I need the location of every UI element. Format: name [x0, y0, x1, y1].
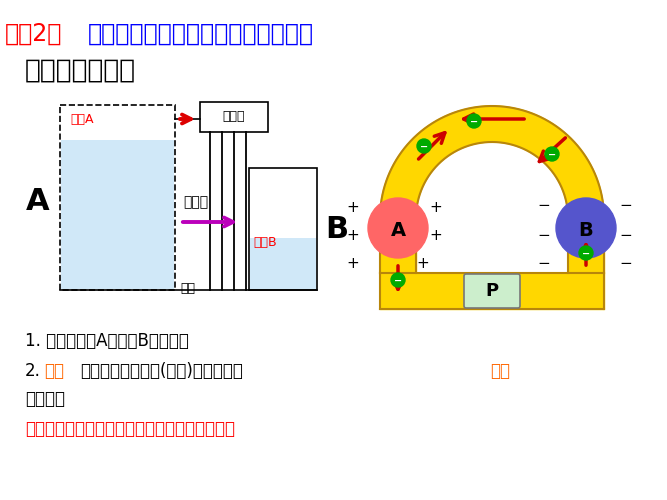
Text: 导体两端的电势差(电压)，使电路有: 导体两端的电势差(电压)，使电路有: [80, 362, 243, 380]
Text: 抽水机: 抽水机: [223, 110, 245, 124]
Text: +: +: [347, 256, 360, 272]
Circle shape: [556, 198, 616, 258]
Text: −: −: [538, 198, 550, 214]
Bar: [250, 238, 316, 289]
Text: 问题2：: 问题2：: [5, 22, 63, 46]
Bar: [60, 105, 175, 290]
Circle shape: [467, 114, 481, 128]
Circle shape: [545, 147, 559, 161]
Bar: [61, 140, 174, 289]
Text: 连通器: 连通器: [183, 195, 208, 209]
Bar: [200, 102, 268, 132]
Text: −: −: [420, 142, 428, 152]
Text: +: +: [430, 228, 442, 244]
Text: 2.: 2.: [25, 362, 41, 380]
Text: −: −: [582, 249, 590, 259]
Text: +: +: [430, 200, 442, 216]
Text: B: B: [325, 214, 349, 244]
FancyBboxPatch shape: [464, 274, 520, 308]
Text: −: −: [620, 256, 632, 270]
Circle shape: [391, 273, 405, 287]
Text: 水势A: 水势A: [70, 113, 93, 126]
Text: −: −: [548, 150, 556, 160]
Text: P: P: [486, 282, 498, 300]
Text: −: −: [394, 276, 402, 286]
Text: 保持: 保持: [44, 362, 64, 380]
Text: A: A: [390, 220, 406, 240]
Text: −: −: [620, 198, 632, 214]
Text: 水流: 水流: [180, 282, 195, 295]
Text: 水势B: 水势B: [253, 236, 277, 249]
Text: +: +: [347, 200, 360, 216]
Circle shape: [417, 139, 431, 153]
Text: −: −: [538, 256, 550, 270]
Text: A: A: [26, 188, 50, 216]
Text: −: −: [620, 228, 632, 244]
Text: 一、电源的作用: 一、电源的作用: [25, 58, 136, 84]
Text: 导体中产生持续电流的条件是什么？: 导体中产生持续电流的条件是什么？: [88, 22, 314, 46]
Text: +: +: [417, 256, 430, 272]
Text: 持续: 持续: [490, 362, 510, 380]
Polygon shape: [380, 106, 604, 218]
Text: 这个装置就是电源。其它形式的能转化为电能。: 这个装置就是电源。其它形式的能转化为电能。: [25, 420, 235, 438]
Circle shape: [579, 246, 593, 260]
Circle shape: [368, 198, 428, 258]
Text: 的电流。: 的电流。: [25, 390, 65, 408]
Text: 1. 能把电子从A搬运到B的装置。: 1. 能把电子从A搬运到B的装置。: [25, 332, 189, 350]
Text: +: +: [347, 228, 360, 244]
Bar: [380, 273, 604, 309]
Text: −: −: [538, 228, 550, 244]
Bar: [380, 218, 416, 273]
Text: −: −: [470, 117, 478, 127]
Bar: [568, 218, 604, 273]
Text: B: B: [579, 220, 594, 240]
Bar: [249, 168, 317, 290]
